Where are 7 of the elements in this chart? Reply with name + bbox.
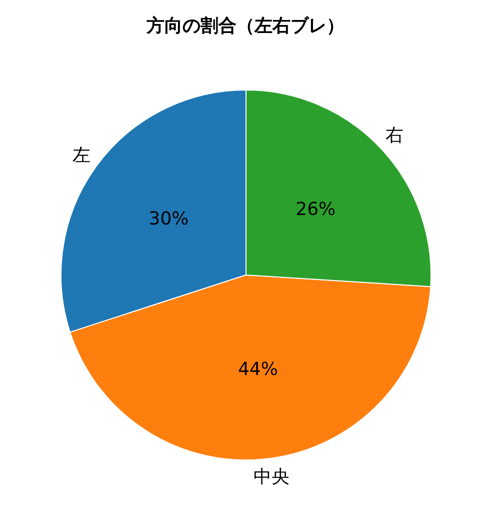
slice-label: 中央 (254, 466, 290, 488)
data-label: 30% (148, 208, 189, 230)
data-label: 44% (238, 359, 278, 380)
slice-label: 左 (72, 144, 90, 166)
slice-label: 右 (385, 125, 404, 146)
data-label: 26% (296, 199, 336, 220)
chart-title: 方向の割合（左右ブレ） (146, 16, 344, 36)
